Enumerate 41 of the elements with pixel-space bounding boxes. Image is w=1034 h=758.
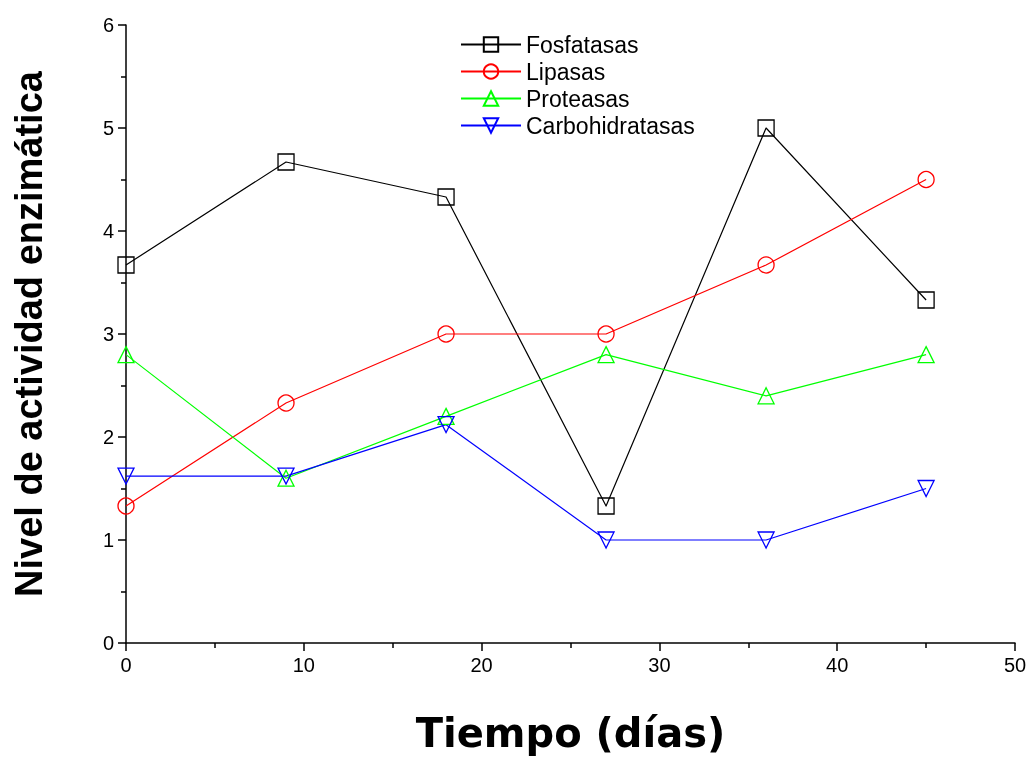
- y-axis-title: Nivel de actividad enzimática: [8, 70, 50, 597]
- y-tick-label: 2: [102, 426, 114, 448]
- point: [437, 407, 455, 426]
- y-tick-label: 6: [102, 14, 114, 36]
- point: [757, 531, 775, 549]
- point: [117, 497, 135, 515]
- legend-label: Fosfatasas: [526, 31, 639, 58]
- y-tick-label: 1: [102, 529, 114, 551]
- point: [597, 345, 615, 364]
- point: [757, 119, 775, 137]
- point: [917, 170, 935, 189]
- point: [117, 256, 135, 274]
- point: [597, 531, 615, 549]
- point: [117, 345, 135, 364]
- point: [597, 325, 615, 343]
- point: [917, 345, 935, 364]
- legend-label: Carbohidratasas: [526, 112, 695, 139]
- point: [277, 394, 295, 412]
- point: [597, 497, 615, 515]
- x-tick-label: 0: [120, 654, 132, 676]
- x-axis-title: Tiempo (días): [415, 710, 726, 756]
- legend-label: Lipasas: [526, 58, 606, 85]
- point: [437, 415, 455, 434]
- point: [277, 153, 295, 171]
- point: [917, 479, 935, 498]
- x-tick-label: 30: [648, 654, 671, 676]
- point: [917, 291, 935, 309]
- legend-label: Proteasas: [526, 85, 630, 112]
- point: [757, 256, 775, 274]
- point: [117, 467, 135, 485]
- x-tick-label: 20: [470, 654, 493, 676]
- y-tick-label: 5: [102, 117, 114, 139]
- y-tick-label: 4: [102, 220, 114, 242]
- x-tick-label: 50: [1003, 654, 1027, 676]
- point: [757, 387, 775, 405]
- x-tick-label: 10: [292, 654, 315, 676]
- point: [437, 325, 455, 343]
- y-tick-label: 3: [102, 323, 114, 345]
- point: [437, 188, 455, 206]
- x-tick-label: 40: [826, 654, 849, 676]
- y-tick-label: 0: [102, 632, 114, 654]
